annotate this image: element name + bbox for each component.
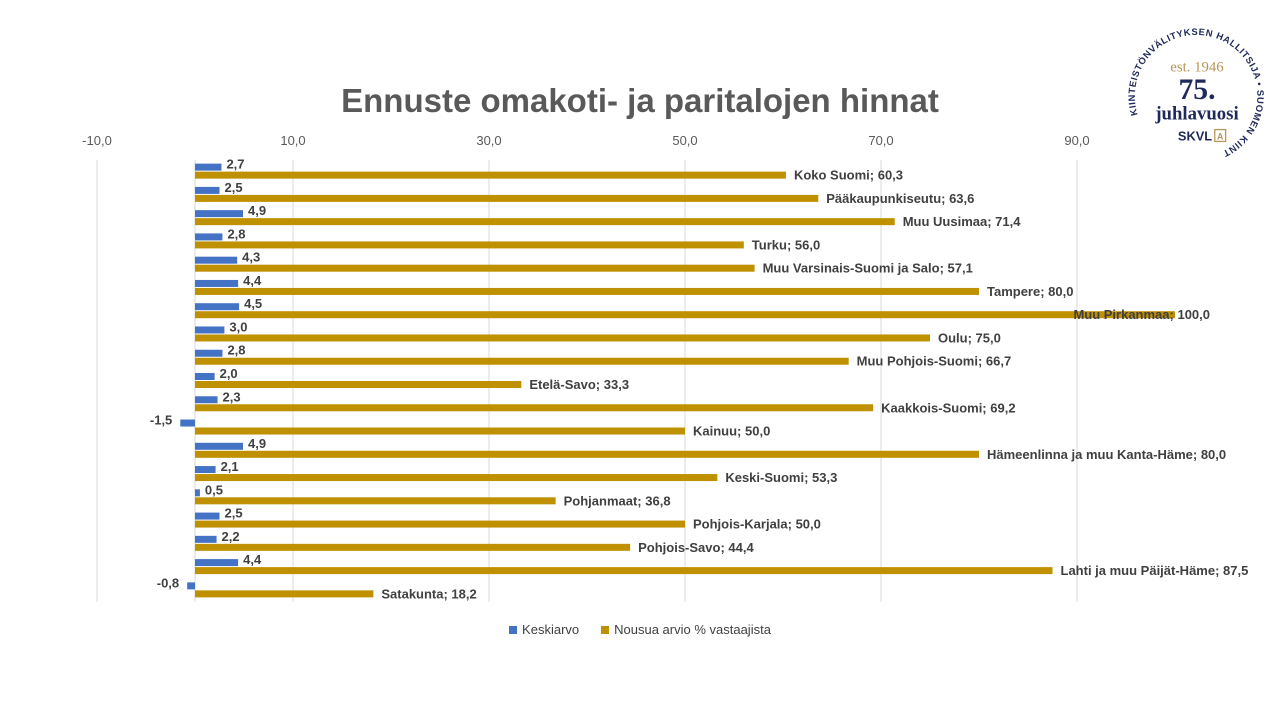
bar-keskiarvo	[187, 582, 195, 590]
bar-nousua	[195, 520, 685, 528]
data-label-nousua: Lahti ja muu Päijät-Häme; 87,5	[1061, 563, 1249, 578]
bar-keskiarvo	[195, 373, 215, 380]
bar-nousua	[195, 543, 631, 551]
data-label-keskiarvo: 4,4	[243, 552, 262, 567]
bar-keskiarvo	[195, 303, 240, 311]
data-label-nousua: Keski-Suomi; 53,3	[725, 470, 837, 485]
bar-keskiarvo	[195, 210, 244, 218]
bar-keskiarvo	[195, 186, 220, 194]
bar-nousua	[195, 241, 744, 249]
data-label-nousua: Koko Suomi; 60,3	[794, 168, 903, 183]
data-label-keskiarvo: 2,1	[221, 459, 239, 474]
bar-keskiarvo	[195, 233, 223, 241]
chart-legend: Keskiarvo Nousua arvio % vastaajista	[0, 622, 1280, 637]
data-label-keskiarvo: 2,2	[222, 529, 240, 544]
bar-nousua	[195, 264, 755, 272]
data-label-keskiarvo: 3,0	[229, 319, 247, 334]
data-label-nousua: Kainuu; 50,0	[693, 424, 770, 439]
x-tick-label: 50,0	[672, 133, 697, 148]
data-label-keskiarvo: 2,5	[225, 180, 243, 195]
data-label-nousua: Pohjois-Savo; 44,4	[638, 540, 754, 555]
data-label-keskiarvo: 2,8	[227, 343, 245, 358]
bar-keskiarvo	[195, 349, 223, 357]
x-tick-label: -10,0	[82, 133, 112, 148]
bar-nousua	[195, 218, 895, 226]
data-label-nousua: Etelä-Savo; 33,3	[529, 377, 629, 392]
data-label-keskiarvo: 2,5	[225, 506, 243, 521]
svg-text:SKVL: SKVL	[1178, 128, 1212, 143]
bar-nousua	[195, 171, 786, 179]
bar-keskiarvo	[195, 396, 218, 404]
bar-nousua	[195, 381, 522, 388]
legend-label-keskiarvo: Keskiarvo	[522, 622, 580, 637]
bar-keskiarvo	[195, 442, 244, 450]
svg-text:juhlavuosi: juhlavuosi	[1154, 104, 1238, 125]
data-label-keskiarvo: 4,4	[243, 273, 262, 288]
bar-keskiarvo	[195, 163, 222, 171]
data-label-keskiarvo: -1,5	[150, 413, 172, 428]
data-label-nousua: Muu Pohjois-Suomi; 66,7	[857, 354, 1012, 369]
svg-text:est. 1946: est. 1946	[1170, 59, 1223, 75]
svg-text:75.: 75.	[1178, 74, 1215, 106]
bar-nousua	[195, 567, 1053, 575]
bar-keskiarvo	[195, 466, 216, 474]
legend-label-nousua: Nousua arvio % vastaajista	[614, 622, 771, 637]
data-label-nousua: Muu Pirkanmaa; 100,0	[1073, 307, 1210, 322]
bar-nousua	[195, 357, 849, 365]
bar-keskiarvo	[195, 256, 238, 264]
skvl-anniversary-logo: KIINTEISTÖNVÄLITYKSEN HALLITSIJA • SUOME…	[1118, 18, 1265, 159]
bar-nousua	[195, 194, 819, 202]
data-label-nousua: Muu Uusimaa; 71,4	[903, 214, 1022, 229]
data-label-keskiarvo: -0,8	[157, 575, 179, 590]
bar-nousua	[195, 311, 1175, 319]
data-label-nousua: Turku; 56,0	[752, 237, 820, 252]
legend-swatch-nousua	[601, 625, 610, 634]
data-label-keskiarvo: 4,9	[248, 203, 266, 218]
data-label-keskiarvo: 2,8	[227, 226, 245, 241]
legend-swatch-keskiarvo	[509, 625, 518, 634]
bar-keskiarvo	[180, 419, 195, 427]
bar-keskiarvo	[195, 535, 217, 543]
data-label-keskiarvo: 2,3	[223, 389, 241, 404]
data-label-keskiarvo: 4,9	[248, 436, 266, 451]
bar-nousua	[195, 590, 374, 598]
svg-text:A: A	[1217, 131, 1224, 141]
bar-keskiarvo	[195, 489, 200, 497]
x-tick-label: 30,0	[476, 133, 501, 148]
data-label-keskiarvo: 4,5	[244, 296, 262, 311]
x-tick-label: 10,0	[280, 133, 305, 148]
bar-nousua	[195, 287, 979, 295]
data-label-nousua: Muu Varsinais-Suomi ja Salo; 57,1	[763, 261, 973, 276]
data-label-nousua: Pohjanmaat; 36,8	[564, 493, 671, 508]
data-label-nousua: Tampere; 80,0	[987, 284, 1073, 299]
data-label-keskiarvo: 2,0	[220, 366, 238, 381]
bar-nousua	[195, 497, 556, 505]
bar-keskiarvo	[195, 279, 239, 287]
data-label-nousua: Kaakkois-Suomi; 69,2	[881, 400, 1015, 415]
legend-item-nousua: Nousua arvio % vastaajista	[601, 622, 771, 637]
data-label-nousua: Hämeenlinna ja muu Kanta-Häme; 80,0	[987, 447, 1226, 462]
data-label-nousua: Pääkaupunkiseutu; 63,6	[826, 191, 974, 206]
data-label-keskiarvo: 2,7	[226, 157, 244, 172]
data-label-keskiarvo: 0,5	[205, 482, 223, 497]
bar-nousua	[195, 450, 979, 458]
bar-nousua	[195, 427, 685, 435]
bar-nousua	[195, 474, 718, 482]
chart-title: Ennuste omakoti- ja paritalojen hinnat	[341, 82, 939, 119]
data-label-nousua: Satakunta; 18,2	[381, 586, 476, 601]
x-tick-label: 70,0	[868, 133, 893, 148]
bar-keskiarvo	[195, 559, 239, 567]
bar-nousua	[195, 334, 930, 342]
x-tick-label: 90,0	[1064, 133, 1089, 148]
bar-keskiarvo	[195, 326, 225, 334]
data-label-keskiarvo: 4,3	[242, 250, 260, 265]
bar-keskiarvo	[195, 512, 220, 520]
bar-nousua	[195, 404, 874, 412]
legend-item-keskiarvo: Keskiarvo	[509, 622, 579, 637]
data-label-nousua: Oulu; 75,0	[938, 330, 1001, 345]
data-label-nousua: Pohjois-Karjala; 50,0	[693, 517, 821, 532]
